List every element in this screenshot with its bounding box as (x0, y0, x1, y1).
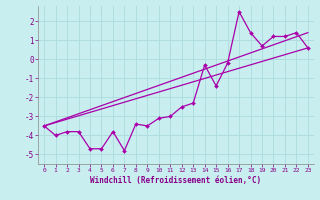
X-axis label: Windchill (Refroidissement éolien,°C): Windchill (Refroidissement éolien,°C) (91, 176, 261, 185)
